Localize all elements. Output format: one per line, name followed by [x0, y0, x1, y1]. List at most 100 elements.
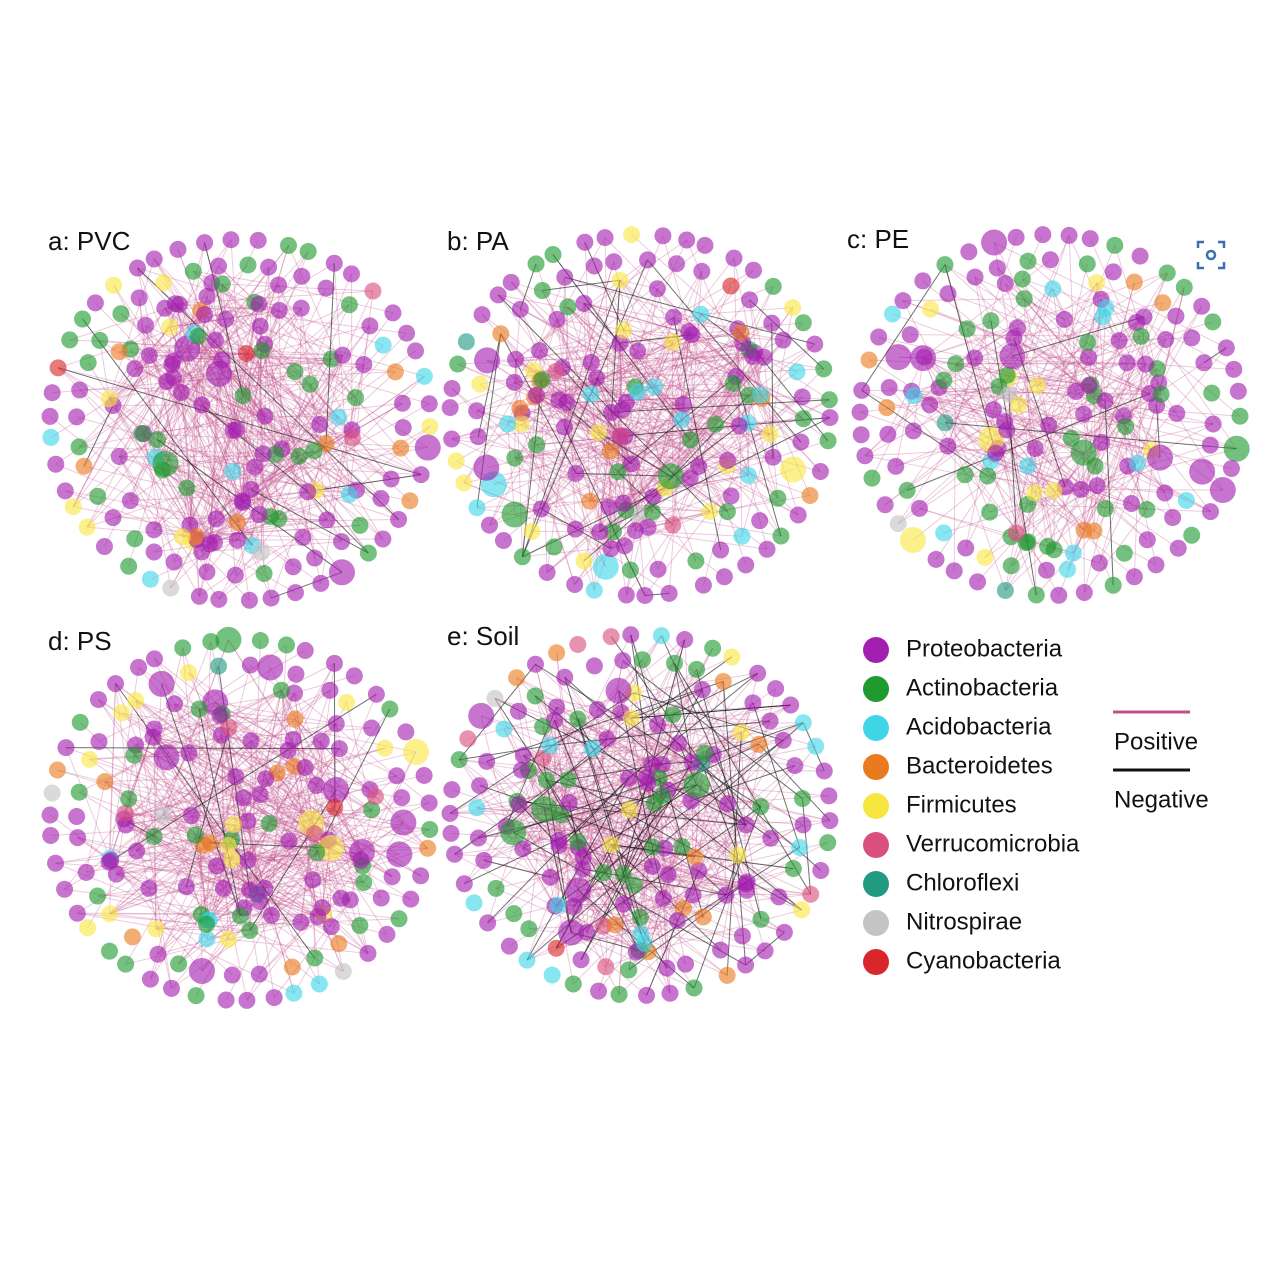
- node: [820, 391, 838, 409]
- node: [582, 353, 600, 371]
- node: [412, 867, 430, 885]
- edge: [1010, 457, 1161, 567]
- edge: [1006, 429, 1027, 543]
- edge: [112, 307, 166, 406]
- edge: [535, 663, 660, 779]
- edge: [260, 794, 400, 855]
- node: [885, 344, 912, 371]
- edge: [201, 404, 309, 493]
- edge: [997, 363, 1146, 449]
- edge: [514, 457, 710, 513]
- edge: [109, 857, 323, 909]
- edge: [668, 404, 684, 594]
- edge: [726, 368, 825, 467]
- node: [541, 737, 559, 755]
- edge: [519, 407, 639, 515]
- node: [686, 848, 704, 866]
- edge: [265, 778, 344, 972]
- network: [851, 226, 1250, 604]
- node: [935, 524, 953, 542]
- node: [648, 716, 666, 734]
- edge: [82, 318, 253, 546]
- node: [793, 901, 811, 919]
- edge: [540, 350, 639, 510]
- node: [600, 498, 618, 516]
- node: [250, 965, 268, 983]
- edge: [171, 364, 280, 519]
- edge: [1004, 283, 1050, 426]
- node: [724, 374, 742, 392]
- edge: [623, 288, 658, 331]
- edge: [225, 319, 238, 523]
- edge: [912, 339, 1167, 541]
- edge: [614, 924, 743, 937]
- edge: [623, 235, 664, 331]
- node: [234, 387, 252, 405]
- node: [1007, 228, 1025, 246]
- edge-label: Positive: [1114, 728, 1198, 755]
- node: [419, 839, 437, 857]
- node: [1075, 521, 1093, 539]
- edge: [690, 800, 747, 826]
- node: [687, 552, 705, 570]
- edge: [625, 386, 656, 596]
- node: [1132, 327, 1150, 345]
- node: [1010, 396, 1028, 414]
- node: [208, 857, 226, 875]
- node: [1193, 297, 1211, 315]
- edge: [1005, 462, 1138, 591]
- node: [945, 562, 963, 580]
- edge: [123, 776, 236, 820]
- node: [1075, 584, 1093, 602]
- edge: [250, 488, 328, 521]
- node: [383, 868, 401, 886]
- edge: [625, 334, 693, 596]
- node: [910, 499, 928, 517]
- node: [265, 989, 283, 1007]
- node: [744, 694, 762, 712]
- edge: [608, 474, 749, 508]
- edge: [923, 272, 1168, 358]
- edge: [947, 320, 992, 447]
- node: [301, 375, 319, 393]
- edge: [1090, 322, 1137, 386]
- edge: [120, 313, 276, 455]
- node: [621, 561, 639, 579]
- node: [310, 975, 328, 993]
- node: [590, 424, 608, 442]
- node: [89, 691, 107, 709]
- edge: [79, 689, 282, 793]
- node: [149, 945, 167, 963]
- node: [617, 586, 635, 604]
- node: [1231, 407, 1249, 425]
- edge: [85, 814, 164, 873]
- edge: [955, 363, 1085, 531]
- node: [794, 314, 812, 332]
- edge: [646, 776, 831, 822]
- node: [234, 494, 252, 512]
- edge: [758, 743, 831, 822]
- node: [128, 259, 146, 277]
- node: [684, 886, 702, 904]
- node: [328, 559, 355, 586]
- node: [412, 466, 430, 484]
- edge: [174, 703, 249, 822]
- edge: [188, 689, 331, 754]
- node: [718, 503, 736, 521]
- node: [308, 776, 326, 794]
- node: [465, 894, 483, 912]
- node: [126, 360, 144, 378]
- edge: [516, 677, 693, 763]
- edge: [652, 511, 782, 537]
- edge: [206, 839, 329, 921]
- node: [719, 795, 737, 813]
- node: [523, 522, 541, 540]
- node: [449, 355, 467, 373]
- node: [1118, 354, 1136, 372]
- node: [548, 698, 566, 716]
- edge: [113, 404, 202, 406]
- node: [136, 316, 154, 334]
- edge: [173, 377, 272, 599]
- node: [78, 518, 96, 536]
- node: [663, 333, 681, 351]
